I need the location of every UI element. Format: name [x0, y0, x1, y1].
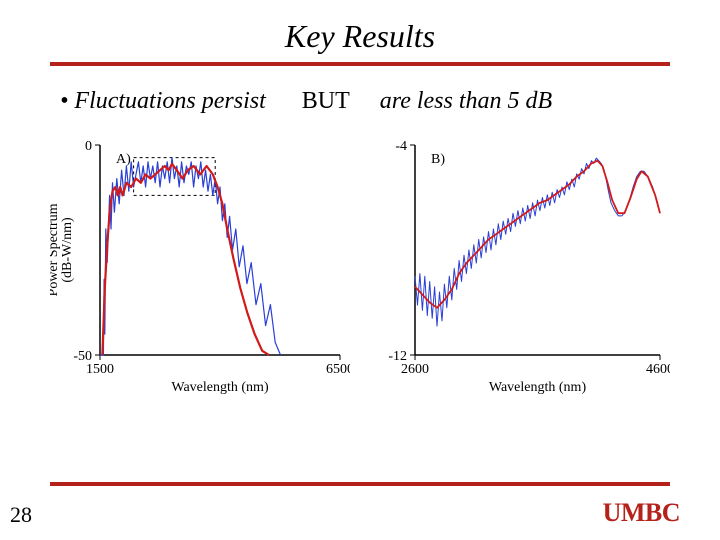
- page-number: 28: [10, 502, 32, 528]
- chart-b-svg: 2600 4600 -12 -4 Wavelength (nm) B): [370, 135, 670, 405]
- bullet-spacer: [272, 88, 296, 114]
- svg-text:Wavelength (nm): Wavelength (nm): [171, 380, 269, 395]
- chart-a: 15006500-500Wavelength (nm)Power Spectru…: [50, 135, 350, 435]
- footer-rule: [50, 482, 670, 486]
- bullet-line: • Fluctuations persist BUT are less than…: [60, 88, 552, 115]
- svg-text:-50: -50: [73, 349, 92, 364]
- svg-text:-4: -4: [395, 139, 407, 154]
- chart-area: 15006500-500Wavelength (nm)Power Spectru…: [50, 135, 670, 435]
- svg-text:4600: 4600: [646, 362, 670, 377]
- bullet-spacer2: [356, 88, 374, 114]
- svg-text:A): A): [116, 152, 131, 167]
- slide: Key Results • Fluctuations persist BUT a…: [0, 0, 720, 540]
- svg-text:0: 0: [85, 139, 92, 154]
- bullet-but: BUT: [302, 88, 350, 114]
- svg-text:1500: 1500: [86, 362, 114, 377]
- umbc-logo: UMBC: [603, 498, 680, 528]
- svg-text:-12: -12: [388, 349, 407, 364]
- slide-title: Key Results: [0, 18, 720, 55]
- chart-b: 2600 4600 -12 -4 Wavelength (nm) B): [370, 135, 670, 435]
- bullet-text-a: Fluctuations persist: [74, 88, 265, 114]
- bullet-text-b: are less than 5 dB: [380, 88, 552, 114]
- svg-text:6500: 6500: [326, 362, 350, 377]
- title-rule: [50, 62, 670, 66]
- svg-text:2600: 2600: [401, 362, 429, 377]
- bullet-marker: •: [60, 88, 74, 114]
- chart-a-svg: 15006500-500Wavelength (nm)Power Spectru…: [50, 135, 350, 405]
- svg-text:B): B): [431, 152, 445, 167]
- svg-text:(dB-W/nm): (dB-W/nm): [60, 217, 75, 283]
- logo-text: UMBC: [603, 498, 680, 527]
- svg-text:Wavelength (nm): Wavelength (nm): [489, 380, 587, 395]
